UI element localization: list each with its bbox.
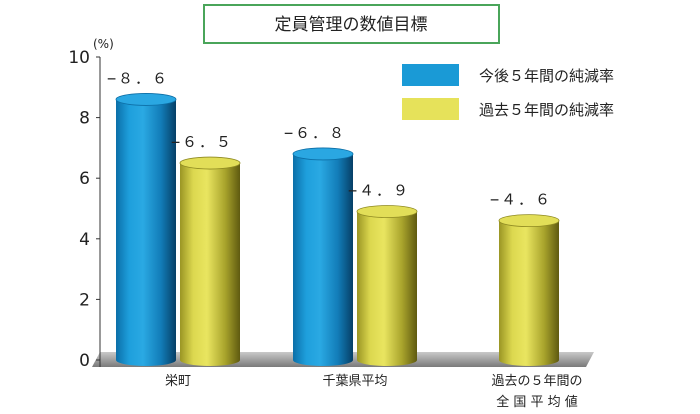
category-label: 栄町 [165,374,191,389]
y-tick-label: 10 [68,48,90,68]
bar-top [115,93,177,106]
legend-label: 過去５年間の純減率 [479,101,614,119]
bar-body [116,99,176,367]
data-labels: −８．６ −６．５ −６．８ −４．９ −４．６ [107,69,552,209]
bar [115,93,177,367]
bar-body [499,220,559,366]
legend-swatch [402,98,459,120]
bar-top [292,147,354,161]
bar-body [293,153,353,366]
bar [356,205,418,366]
bar [292,147,354,366]
bar [179,156,241,366]
data-label: −６．８ [284,124,346,142]
y-tick-label: 6 [79,169,90,189]
y-tick-label: 2 [79,290,90,310]
category-label: 全 国 平 均 値 [496,394,578,410]
title-box [203,4,500,44]
legend-label: 今後５年間の純減率 [479,67,614,85]
y-tick-label: 8 [79,109,90,129]
data-label: −６．５ [171,133,233,151]
bar-body [357,211,417,366]
data-label: −８．６ [107,69,169,87]
y-tick-label: 0 [79,351,90,371]
bars [115,93,560,367]
bar-body [180,163,240,366]
bar-top [179,156,241,170]
category-label: 過去の５年間の [491,374,582,389]
data-label: −４．９ [348,182,410,200]
chart-title: 定員管理の数値目標 [275,15,428,35]
bar [498,214,560,366]
bar-top [356,205,418,218]
data-label: −４．６ [490,191,552,209]
legend-swatch [402,64,459,86]
category-label: 千葉県平均 [322,374,387,389]
bar-top [498,214,560,228]
y-tick-label: 4 [79,230,90,250]
y-axis-unit: (%) [93,37,114,51]
